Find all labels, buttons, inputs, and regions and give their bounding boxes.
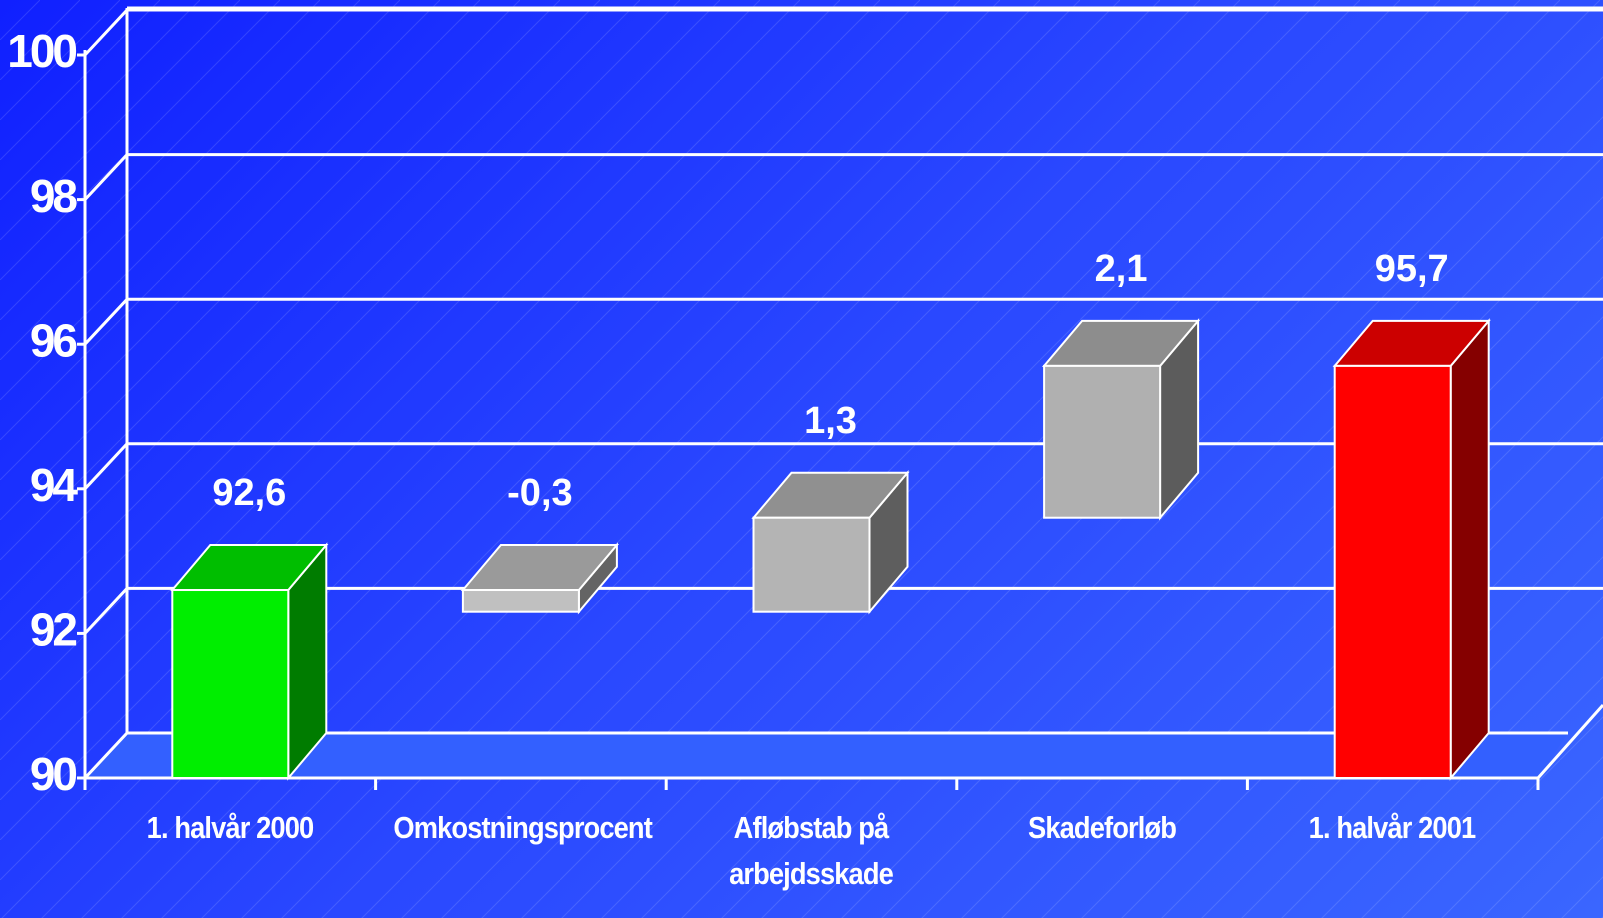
x-tick-label: 1. halvår 2001 (1309, 810, 1477, 845)
grid-line (83, 8, 1603, 57)
y-tick-label: 92 (30, 604, 77, 656)
bar (171, 589, 290, 780)
value-label: 2,1 (1095, 248, 1148, 290)
floor-edge (1536, 704, 1603, 779)
y-tick-label: 98 (30, 170, 78, 222)
y-tick-label: 96 (30, 314, 77, 366)
y-tick-label: 94 (30, 459, 79, 511)
value-label: 1,3 (804, 400, 857, 442)
grid-line (83, 153, 1603, 201)
y-tick-label: 90 (30, 748, 77, 800)
x-tick-label: 1. halvår 2000 (146, 810, 315, 845)
bar-side (1449, 318, 1490, 781)
value-label: -0,3 (507, 472, 572, 514)
bar (1333, 364, 1452, 779)
value-label: 95,7 (1375, 248, 1449, 290)
x-tick-label: Omkostningsprocent (392, 810, 652, 845)
grid-line (83, 586, 1603, 635)
bar (752, 516, 871, 613)
grid-line (83, 297, 1603, 346)
y-tick-label: 100 (7, 25, 76, 77)
bar (1043, 364, 1162, 519)
floor (85, 733, 1568, 778)
x-tick-label: Skadeforløb (1027, 810, 1177, 845)
x-tick-label: Afløbstab på arbejdsskade (729, 810, 894, 891)
bar (461, 589, 580, 613)
value-label: 92,6 (212, 472, 286, 514)
